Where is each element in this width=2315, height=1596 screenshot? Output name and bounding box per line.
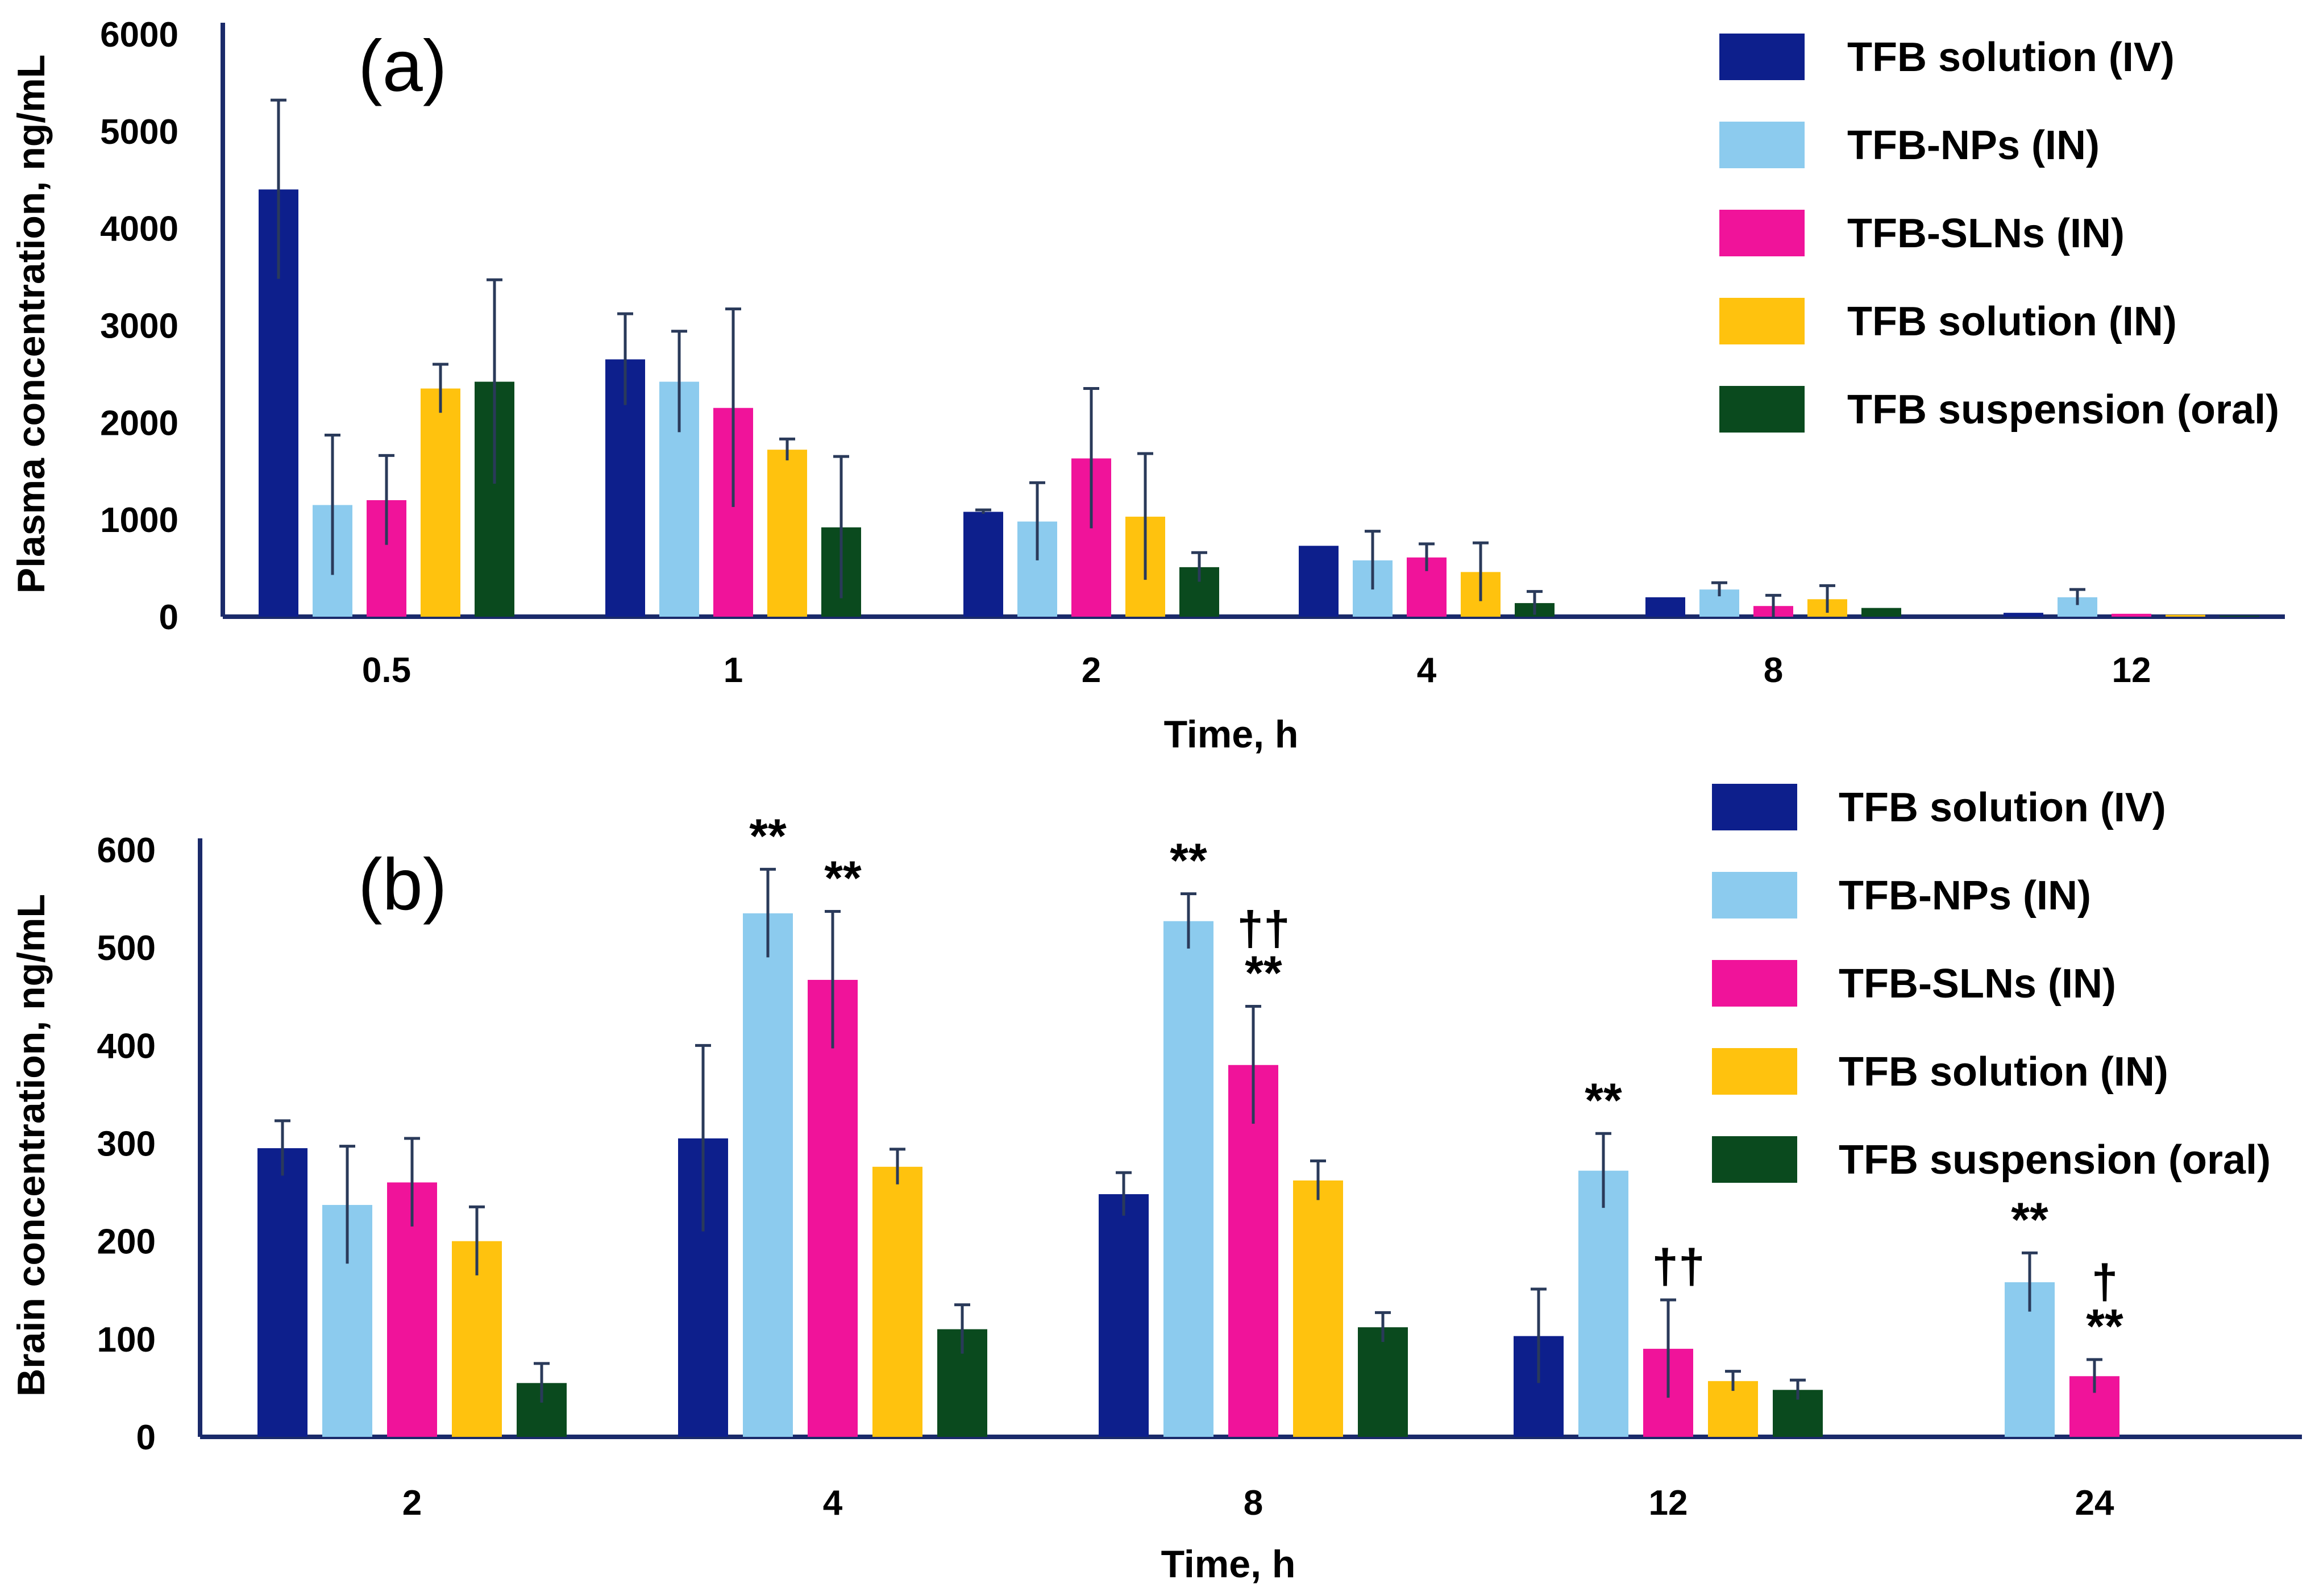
x-tick-label: 12 bbox=[2112, 651, 2151, 690]
y-tick-label: 6000 bbox=[100, 15, 178, 55]
y-tick-label: 5000 bbox=[100, 113, 178, 152]
y-tick-label: 500 bbox=[97, 929, 156, 968]
y-tick-label: 600 bbox=[97, 831, 156, 870]
significance-marker: ** bbox=[824, 851, 862, 904]
bar bbox=[1578, 1170, 1628, 1437]
bar bbox=[2220, 616, 2259, 617]
bar bbox=[872, 1166, 922, 1437]
bar bbox=[421, 388, 460, 617]
y-tick-label: 3000 bbox=[100, 307, 178, 346]
legend-label: TFB solution (IV) bbox=[1839, 785, 2166, 830]
x-axis-title: Time, h bbox=[1164, 713, 1299, 756]
bar bbox=[1358, 1327, 1408, 1437]
legend-swatch bbox=[1719, 122, 1805, 168]
y-tick-label: 4000 bbox=[100, 210, 178, 249]
legend-label: TFB solution (IV) bbox=[1847, 35, 2175, 80]
bar bbox=[767, 450, 807, 617]
legend-swatch bbox=[1712, 784, 1797, 830]
significance-marker: ** bbox=[2011, 1192, 2048, 1246]
x-axis-title: Time, h bbox=[1161, 1543, 1296, 1586]
panel-label: (b) bbox=[358, 844, 447, 925]
x-tick-label: 8 bbox=[1244, 1483, 1263, 1523]
bar bbox=[1163, 921, 1213, 1437]
bar bbox=[1299, 546, 1339, 617]
legend-label: TFB solution (IN) bbox=[1847, 299, 2177, 344]
x-tick-label: 4 bbox=[1417, 651, 1437, 690]
legend-swatch bbox=[1719, 386, 1805, 433]
legend-swatch bbox=[1712, 872, 1797, 918]
panel-label: (a) bbox=[358, 26, 447, 107]
bar bbox=[1099, 1194, 1149, 1437]
y-tick-label: 2000 bbox=[100, 404, 178, 443]
legend-swatch bbox=[1719, 210, 1805, 256]
bar bbox=[1293, 1180, 1343, 1437]
bar bbox=[2112, 613, 2151, 617]
legend-label: TFB suspension (oral) bbox=[1847, 387, 2279, 433]
bar bbox=[1861, 608, 1901, 617]
significance-marker: † bbox=[2092, 1255, 2118, 1308]
y-tick-label: 100 bbox=[97, 1320, 156, 1360]
significance-marker: ** bbox=[749, 809, 787, 862]
legend-swatch bbox=[1712, 1136, 1797, 1183]
significance-marker: ** bbox=[1245, 946, 1282, 999]
x-tick-label: 2 bbox=[1082, 651, 1101, 690]
legend-label: TFB solution (IN) bbox=[1839, 1049, 2168, 1095]
y-tick-label: 1000 bbox=[100, 501, 178, 540]
legend-swatch bbox=[1712, 1048, 1797, 1095]
x-tick-label: 12 bbox=[1649, 1483, 1688, 1523]
bar bbox=[1228, 1065, 1278, 1437]
y-tick-label: 0 bbox=[159, 598, 178, 637]
x-tick-label: 4 bbox=[823, 1483, 843, 1523]
bar bbox=[2004, 613, 2043, 617]
x-tick-label: 0.5 bbox=[362, 651, 411, 690]
legend-swatch bbox=[1719, 34, 1805, 80]
significance-marker: ** bbox=[1170, 833, 1207, 887]
bar bbox=[2166, 614, 2205, 617]
bar bbox=[808, 979, 858, 1437]
y-tick-label: 400 bbox=[97, 1026, 156, 1066]
bar bbox=[743, 913, 793, 1437]
legend-label: TFB-SLNs (IN) bbox=[1839, 961, 2116, 1007]
legend-label: TFB-NPs (IN) bbox=[1847, 123, 2100, 168]
legend-label: TFB-NPs (IN) bbox=[1839, 873, 2091, 918]
bar bbox=[1645, 597, 1685, 617]
significance-marker: †† bbox=[1237, 901, 1290, 955]
y-tick-label: 300 bbox=[97, 1125, 156, 1164]
y-tick-label: 200 bbox=[97, 1223, 156, 1262]
x-tick-label: 2 bbox=[402, 1483, 422, 1523]
x-tick-label: 8 bbox=[1764, 651, 1783, 690]
legend-label: TFB suspension (oral) bbox=[1839, 1137, 2271, 1183]
significance-marker: ** bbox=[2086, 1299, 2123, 1353]
y-tick-label: 0 bbox=[136, 1418, 156, 1457]
x-tick-label: 24 bbox=[2075, 1483, 2114, 1523]
bar bbox=[257, 1148, 307, 1437]
legend-swatch bbox=[1719, 298, 1805, 344]
x-tick-label: 1 bbox=[724, 651, 743, 690]
legend-label: TFB-SLNs (IN) bbox=[1847, 211, 2125, 256]
significance-marker: ** bbox=[1585, 1073, 1622, 1127]
significance-marker: †† bbox=[1652, 1240, 1705, 1293]
y-axis-title: Plasma concentration, ng/mL bbox=[10, 55, 53, 593]
y-axis-title: Brain concentration, ng/mL bbox=[10, 894, 53, 1396]
legend-swatch bbox=[1712, 960, 1797, 1007]
bar bbox=[963, 512, 1003, 617]
